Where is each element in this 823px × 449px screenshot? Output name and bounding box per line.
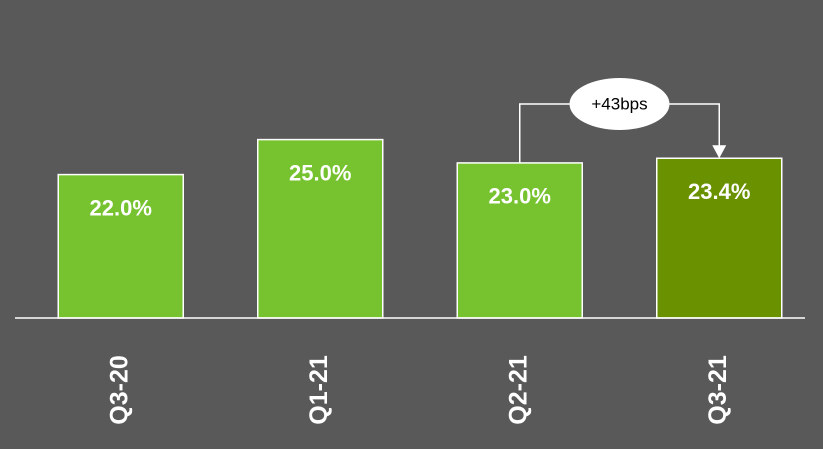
x-tick-label: Q3-20 [105,355,133,424]
annotation-arrow [712,145,727,159]
data-label: 25.0% [289,160,351,185]
data-label: 22.0% [90,195,152,220]
data-label: 23.4% [688,179,750,204]
bar [57,173,184,319]
x-tick-label: Q2-21 [504,355,532,425]
bar [456,162,583,319]
annotation-text: +43bps [591,94,647,113]
x-tick-label: Q1-21 [305,355,333,425]
data-label: 23.0% [489,184,551,209]
annotation-bracket [519,103,720,163]
bar [257,138,384,319]
annotation-bubble [569,78,670,130]
bar [656,157,783,319]
x-tick-label: Q3-21 [704,355,732,425]
